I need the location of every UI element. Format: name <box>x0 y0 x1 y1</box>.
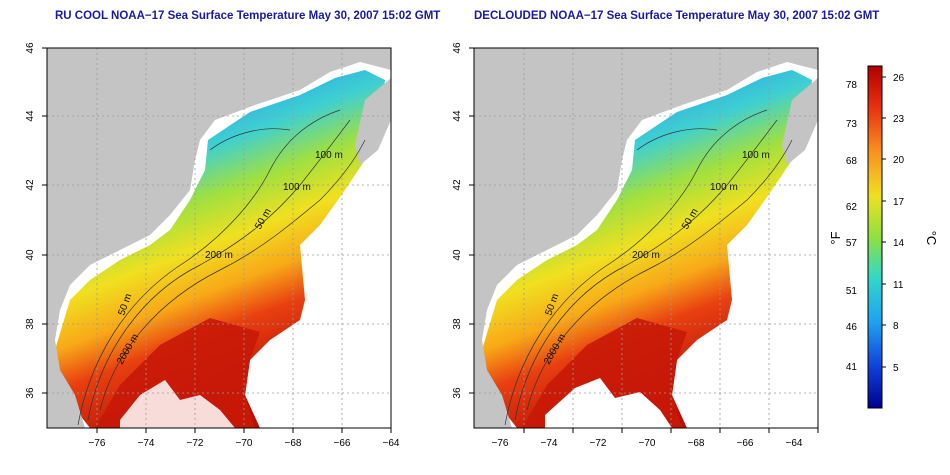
right-panel-title: DECLOUDED NOAA−17 Sea Surface Temperatur… <box>474 10 880 22</box>
colorbar: 78 73 68 62 57 51 46 41 26 23 20 17 14 1… <box>828 65 939 409</box>
celsius-axis-label: °C <box>924 231 939 246</box>
x-tick-label: −70 <box>236 438 253 449</box>
colorbar-fahrenheit-ticks: 78 73 68 62 57 51 46 41 <box>846 80 858 373</box>
left-cloud-mask <box>120 380 235 428</box>
celsius-tick: 20 <box>893 155 905 166</box>
contour-label: 100 m <box>710 182 738 193</box>
x-tick-label: −66 <box>737 438 754 449</box>
celsius-tick: 23 <box>893 114 905 125</box>
left-panel-title: RU COOL NOAA−17 Sea Surface Temperature … <box>55 10 441 22</box>
y-tick-label: 38 <box>452 318 463 330</box>
right-bathymetry-contours <box>504 109 793 426</box>
y-tick-label: 44 <box>452 110 463 122</box>
x-tick-label: −66 <box>334 438 351 449</box>
y-tick-label: 46 <box>452 42 463 54</box>
y-tick-label: 36 <box>25 387 36 399</box>
x-tick-label: −68 <box>285 438 302 449</box>
right-map: 100 m 100 m 50 m 200 m 50 m 2000 m <box>474 48 818 428</box>
right-sst-field <box>482 70 812 428</box>
left-gridlines <box>47 48 391 428</box>
contour-label: 200 m <box>205 250 233 261</box>
y-tick-label: 44 <box>25 110 36 122</box>
celsius-tick: 5 <box>893 363 899 374</box>
fahrenheit-tick: 62 <box>846 202 858 213</box>
fahrenheit-tick: 78 <box>846 80 858 91</box>
right-y-axis: 36 38 40 42 44 46 <box>452 42 474 399</box>
left-bathymetry-contours <box>77 109 366 426</box>
x-tick-label: −72 <box>187 438 204 449</box>
y-tick-label: 42 <box>25 179 36 191</box>
colorbar-gradient <box>867 65 883 409</box>
y-tick-label: 40 <box>452 249 463 261</box>
left-x-axis: −76 −74 −72 −70 −68 −66 −64 <box>89 428 400 449</box>
fahrenheit-tick: 57 <box>846 238 858 249</box>
left-y-axis: 36 38 40 42 44 46 <box>25 42 47 399</box>
y-tick-label: 42 <box>452 179 463 191</box>
x-tick-label: −72 <box>590 438 607 449</box>
right-plot-frame <box>473 47 819 429</box>
fahrenheit-tick: 73 <box>846 119 858 130</box>
celsius-tick: 8 <box>893 321 899 332</box>
left-sst-field <box>55 70 385 428</box>
x-tick-label: −70 <box>639 438 656 449</box>
left-map: 100 m 100 m 50 m 200 m 50 m 2000 m <box>47 48 391 428</box>
fahrenheit-tick: 51 <box>846 286 858 297</box>
contour-label: 200 m <box>632 250 660 261</box>
celsius-tick: 11 <box>893 280 904 291</box>
celsius-tick: 17 <box>893 197 905 208</box>
x-tick-label: −76 <box>492 438 509 449</box>
x-tick-label: −74 <box>138 438 155 449</box>
contour-label: 100 m <box>283 182 311 193</box>
x-tick-label: −74 <box>541 438 558 449</box>
right-cloud-mask <box>545 378 672 428</box>
y-tick-label: 36 <box>452 387 463 399</box>
left-plot-frame <box>46 47 392 429</box>
right-land <box>474 48 818 428</box>
celsius-tick: 26 <box>893 73 905 84</box>
x-tick-label: −76 <box>89 438 106 449</box>
y-tick-label: 40 <box>25 249 36 261</box>
contour-label: 100 m <box>742 150 770 161</box>
left-nova-scotia <box>355 78 391 165</box>
colorbar-celsius-ticks: 26 23 20 17 14 11 8 5 <box>893 73 905 374</box>
y-tick-label: 38 <box>25 318 36 330</box>
fahrenheit-tick: 46 <box>846 322 858 333</box>
fahrenheit-axis-label: °F <box>828 231 843 244</box>
left-land <box>47 48 391 428</box>
fahrenheit-tick: 41 <box>846 362 858 373</box>
x-tick-label: −68 <box>688 438 705 449</box>
right-x-axis: −76 −74 −72 −70 −68 −66 −64 <box>492 428 819 449</box>
x-tick-label: −64 <box>786 438 803 449</box>
contour-label: 100 m <box>315 150 343 161</box>
y-tick-label: 46 <box>25 42 36 54</box>
right-nova-scotia <box>782 78 818 165</box>
x-tick-label: −64 <box>383 438 400 449</box>
fahrenheit-tick: 68 <box>846 156 858 167</box>
celsius-tick: 14 <box>893 238 905 249</box>
